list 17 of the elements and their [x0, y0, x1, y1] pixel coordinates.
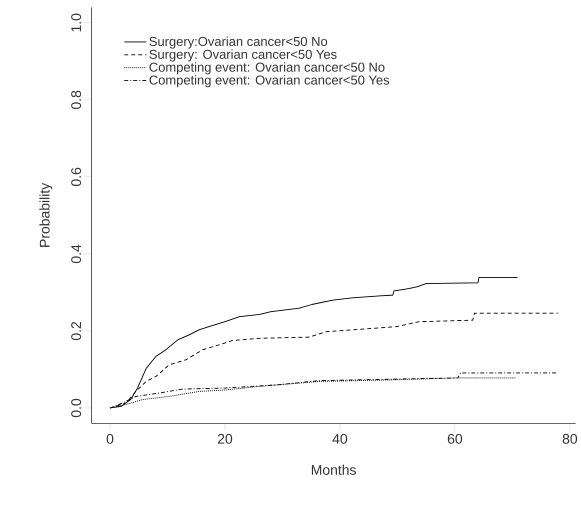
x-tick-label: 80 [562, 434, 578, 444]
x-tick-label: 60 [448, 434, 462, 444]
y-tick-label: 1.0 [71, 14, 82, 32]
y-tick-label: 0.2 [71, 322, 82, 340]
legend-label: Surgery:Ovarian cancer<50 No [149, 36, 328, 49]
x-tick-label: 20 [218, 434, 232, 444]
y-axis-title: Probability [39, 182, 52, 247]
legend-label: Surgery: Ovarian cancer<50 Yes [149, 49, 337, 62]
y-tick-label: 0.8 [71, 90, 82, 109]
x-tick-label: 40 [332, 434, 348, 444]
y-tick-label: 0.0 [71, 398, 82, 418]
x-axis-title: Months [312, 464, 356, 475]
legend-label: Competing event: Ovarian cancer<50 No [149, 62, 384, 74]
legend-label: Competing event: Ovarian cancer<50 Yes [149, 75, 390, 88]
x-tick-label: 0 [106, 434, 114, 444]
y-tick-label: 0.4 [71, 244, 82, 264]
y-tick-label: 0.6 [71, 168, 82, 186]
